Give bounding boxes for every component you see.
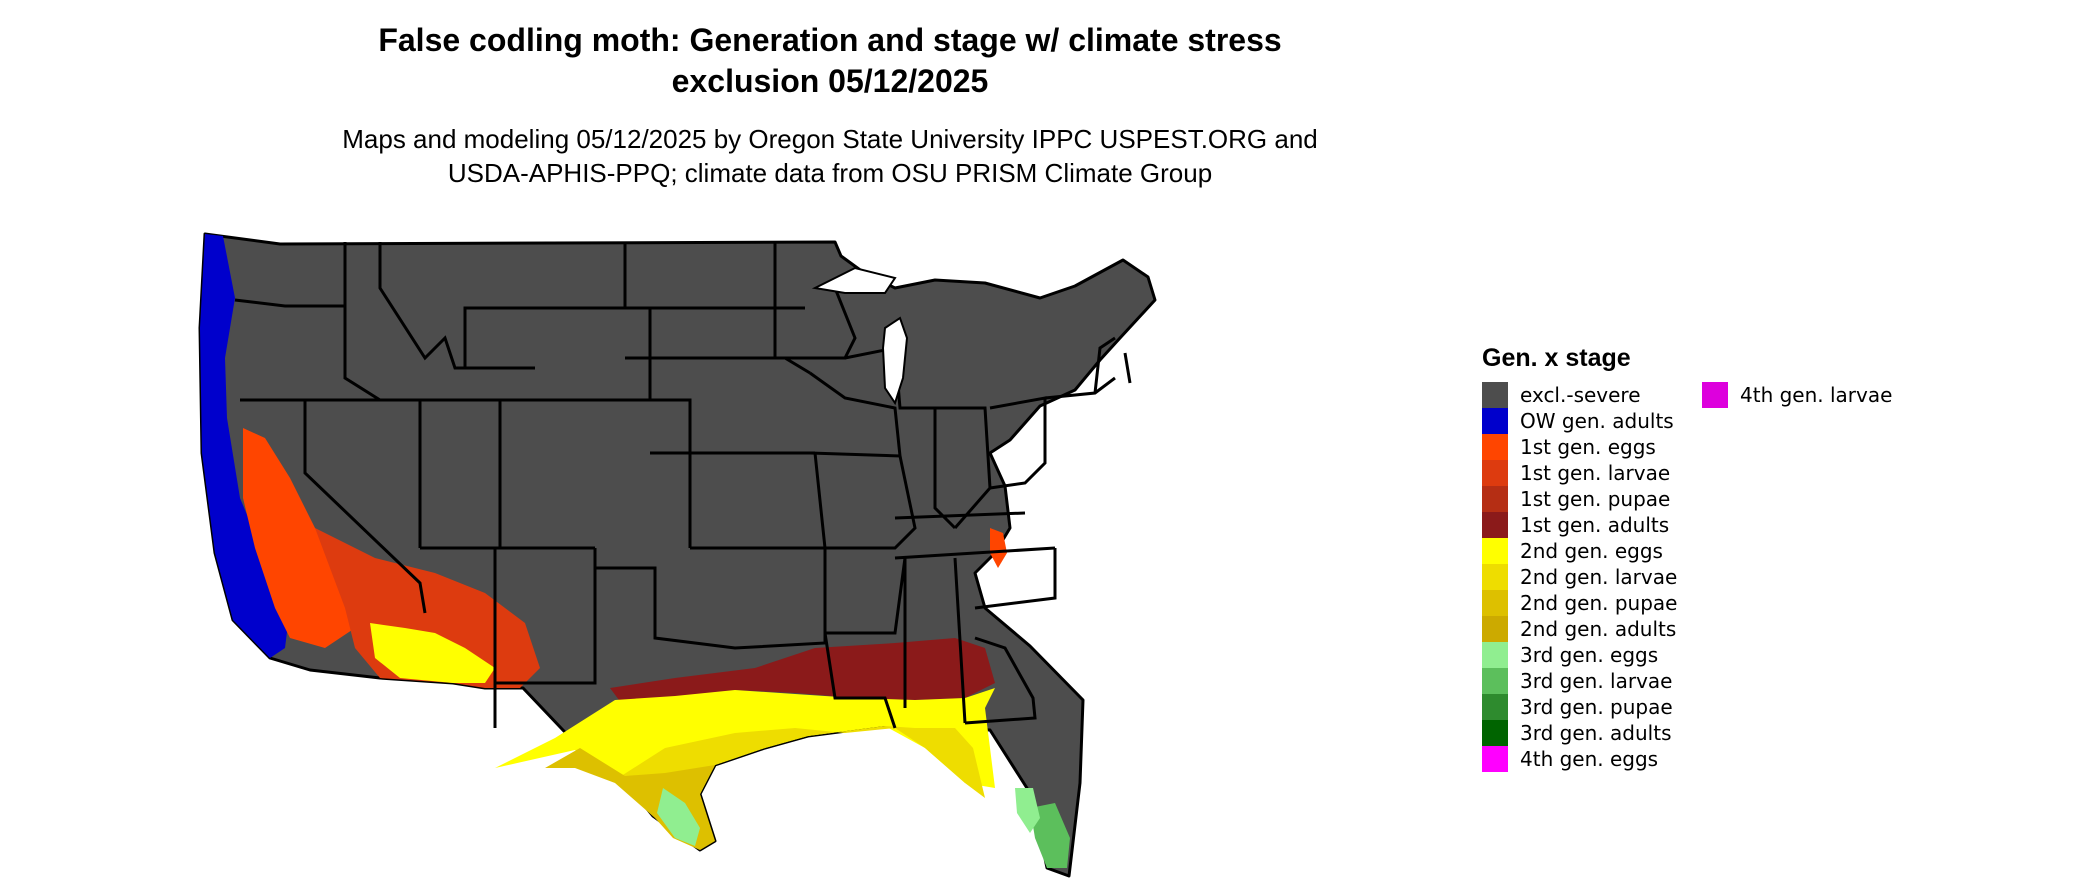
legend-label: 3rd gen. larvae <box>1520 669 1673 693</box>
lake-superior <box>811 266 897 294</box>
legend-label: 3rd gen. pupae <box>1520 695 1673 719</box>
border-oh-pa <box>989 396 1047 490</box>
legend-swatch <box>1482 382 1508 408</box>
border-tn-ky <box>894 511 1056 560</box>
legend-swatch <box>1482 668 1508 694</box>
subtitle-line-2: USDA-APHIS-PPQ; climate data from OSU PR… <box>447 158 1213 188</box>
legend-label: 2nd gen. eggs <box>1520 539 1663 563</box>
border-ar <box>823 548 907 635</box>
region-2nd-gen-larvae-gulf <box>615 726 985 818</box>
border-nc-sc <box>974 548 1057 610</box>
legend-swatch <box>1482 486 1508 512</box>
map-title: False codling moth: Generation and stage… <box>250 20 1410 102</box>
border-ne-states <box>1093 336 1132 394</box>
us-map <box>198 232 1157 878</box>
legend-label: 1st gen. larvae <box>1520 461 1671 485</box>
region-1st-gen-larvae-az <box>315 528 540 688</box>
legend-swatch <box>1482 694 1508 720</box>
legend-label: 3rd gen. adults <box>1520 721 1672 745</box>
legend-label: excl.-severe <box>1520 383 1641 407</box>
border-wy <box>463 306 652 400</box>
legend-label: 1st gen. adults <box>1520 513 1670 537</box>
legend-swatch <box>1482 434 1508 460</box>
map-subtitle: Maps and modeling 05/12/2025 by Oregon S… <box>250 122 1410 190</box>
legend-label: 1st gen. pupae <box>1520 487 1671 511</box>
border-in-oh <box>935 406 992 529</box>
legend-title: Gen. x stage <box>1482 344 1631 372</box>
region-ow-adults-westcoast <box>200 234 290 658</box>
legend-label: 4th gen. eggs <box>1520 747 1659 771</box>
legend-swatch <box>1482 564 1508 590</box>
region-2nd-gen-eggs-az <box>370 623 495 683</box>
legend-swatch <box>1702 382 1728 408</box>
legend-swatch <box>1482 642 1508 668</box>
border-id-mt <box>378 242 535 370</box>
border-ca-nv <box>303 400 427 614</box>
border-nm-tx <box>495 548 597 685</box>
border-wa-or <box>234 298 345 308</box>
subtitle-line-1: Maps and modeling 05/12/2025 by Oregon S… <box>342 124 1318 154</box>
legend-swatch <box>1482 538 1508 564</box>
legend-label: 4th gen. larvae <box>1740 383 1893 407</box>
lake-michigan <box>881 316 909 406</box>
border-ms-al <box>903 557 967 724</box>
border-la <box>823 632 897 729</box>
legend-label: 2nd gen. adults <box>1520 617 1677 641</box>
legend-label: 1st gen. eggs <box>1520 435 1656 459</box>
legend-label: 3rd gen. eggs <box>1520 643 1659 667</box>
region-1st-gen-eggs-delmarva <box>990 528 1007 568</box>
region-3rd-gen-eggs-tx <box>657 788 700 846</box>
legend-swatch <box>1482 616 1508 642</box>
title-line-1: False codling moth: Generation and stage… <box>378 22 1282 58</box>
border-ga-fl <box>964 636 1037 725</box>
border-id-wa <box>343 242 381 402</box>
legend-label: 2nd gen. larvae <box>1520 565 1678 589</box>
region-1st-gen-eggs-ca <box>243 428 365 648</box>
legend-swatch <box>1482 408 1508 434</box>
border-ia-mo <box>809 371 902 458</box>
border-mo <box>813 452 917 550</box>
region-1st-gen-adults-south <box>610 638 995 708</box>
legend-swatch <box>1482 512 1508 538</box>
legend-swatch <box>1482 720 1508 746</box>
state-borders <box>234 242 1132 729</box>
legend-label: 2nd gen. pupae <box>1520 591 1678 615</box>
region-3rd-gen-larvae-fl <box>1030 803 1070 868</box>
legend-swatch <box>1482 460 1508 486</box>
legend-swatch <box>1482 746 1508 772</box>
border-co <box>500 398 692 548</box>
border-il-in <box>933 408 957 530</box>
title-line-2: exclusion 05/12/2025 <box>671 63 989 99</box>
legend-label: OW gen. adults <box>1520 409 1674 433</box>
legend-swatch <box>1482 590 1508 616</box>
region-3rd-gen-eggs-fl <box>1015 788 1040 833</box>
